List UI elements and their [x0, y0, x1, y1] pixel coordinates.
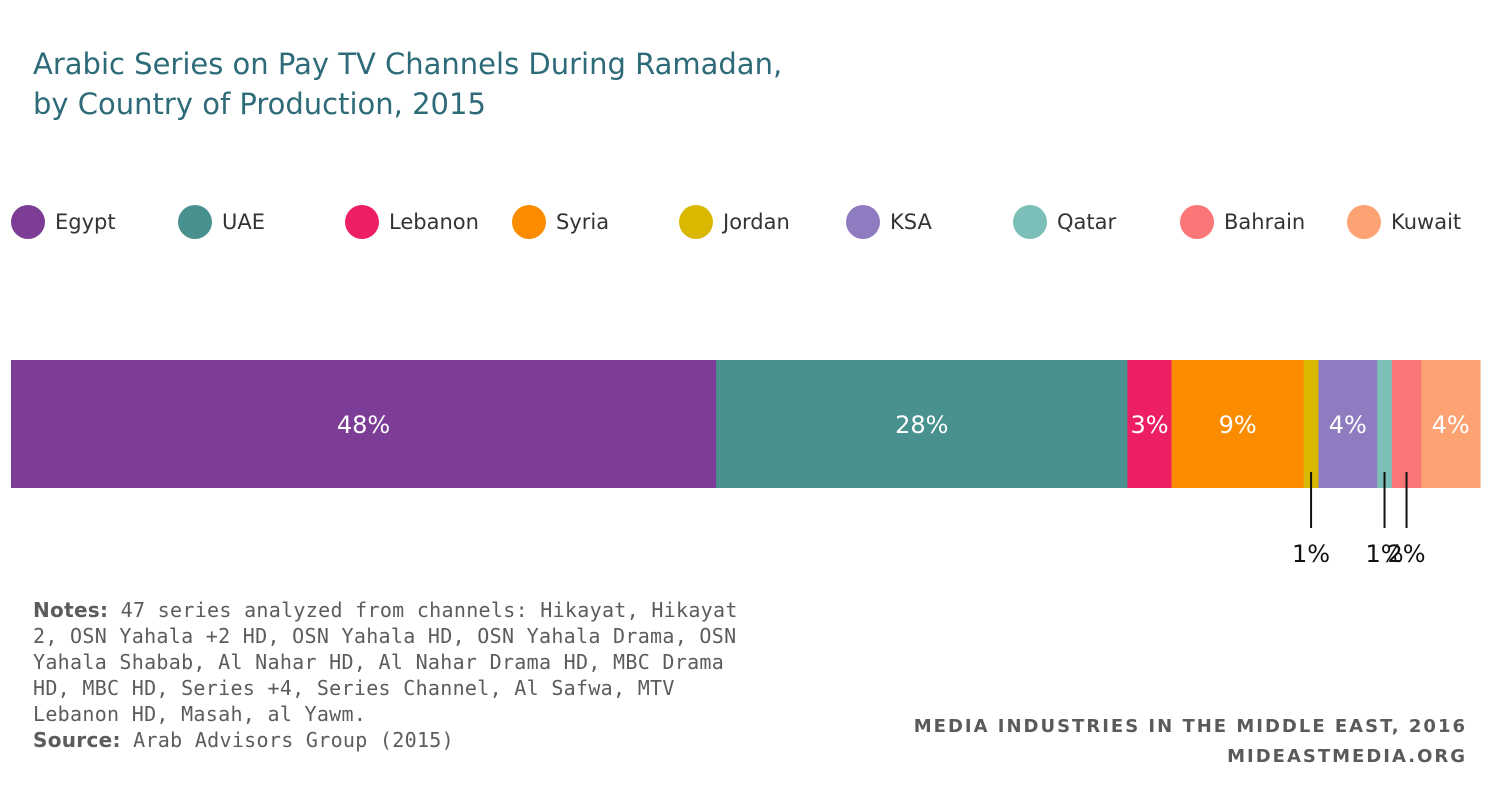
bar-segment-qatar [1377, 360, 1393, 488]
legend-label-kuwait: Kuwait [1391, 210, 1462, 234]
chart-title: Arabic Series on Pay TV Channels During … [33, 44, 933, 124]
bar-segment-egypt [11, 360, 717, 488]
footer-credit: MEDIA INDUSTRIES IN THE MIDDLE EAST, 201… [914, 712, 1467, 772]
legend-item-lebanon: Lebanon [345, 200, 479, 244]
data-label-kuwait: 4% [1432, 411, 1470, 439]
bar-segment-kuwait [1421, 360, 1481, 488]
legend-swatch-egypt [11, 205, 45, 239]
legend-swatch-ksa [846, 205, 880, 239]
data-label-syria: 9% [1219, 411, 1257, 439]
chart-title-line-2: by Country of Production, 2015 [33, 87, 486, 121]
legend-item-jordan: Jordan [679, 200, 790, 244]
data-label-jordan: 1% [1292, 540, 1330, 568]
legend-label-jordan: Jordan [723, 210, 790, 234]
legend-item-egypt: Egypt [11, 200, 116, 244]
legend-item-syria: Syria [512, 200, 609, 244]
source-label: Source: [33, 728, 121, 752]
bar-segment-syria [1171, 360, 1305, 488]
data-label-lebanon: 3% [1130, 411, 1168, 439]
legend-label-ksa: KSA [890, 210, 932, 234]
legend-swatch-qatar [1013, 205, 1047, 239]
legend-label-syria: Syria [556, 210, 610, 234]
legend-swatch-jordan [679, 205, 713, 239]
bar-segment-bahrain [1391, 360, 1422, 488]
notes-text: 47 series analyzed from channels: Hikaya… [33, 598, 738, 726]
legend-label-lebanon: Lebanon [389, 210, 479, 234]
legend-label-bahrain: Bahrain [1224, 210, 1306, 234]
footer-publication: MEDIA INDUSTRIES IN THE MIDDLE EAST, 201… [913, 716, 1467, 737]
data-label-egypt: 48% [337, 411, 390, 439]
bar-segment-lebanon [1127, 360, 1173, 488]
legend-item-qatar: Qatar [1013, 200, 1116, 244]
data-label-ksa: 4% [1329, 411, 1367, 439]
stacked-bar-chart: 48% 28% 3% 9%1%4%1%2%4% [11, 360, 1481, 568]
notes-block: Notes: 47 series analyzed from channels:… [33, 597, 753, 753]
legend-item-kuwait: Kuwait [1347, 200, 1461, 244]
legend-swatch-lebanon [345, 205, 379, 239]
source-text: Arab Advisors Group (2015) [133, 728, 454, 752]
bar-segment-jordan [1303, 360, 1319, 488]
data-label-uae: 28% [895, 411, 948, 439]
legend-swatch-uae [178, 205, 212, 239]
data-label-qatar: 1% [1365, 540, 1403, 568]
legend-label-egypt: Egypt [55, 210, 116, 234]
legend-item-bahrain: Bahrain [1180, 200, 1305, 244]
bar-segment-ksa [1318, 360, 1378, 488]
chart-title-line-1: Arabic Series on Pay TV Channels During … [33, 47, 783, 81]
data-label-bahrain: 2% [1388, 540, 1426, 568]
legend-item-ksa: KSA [846, 200, 932, 244]
legend-label-uae: UAE [222, 210, 266, 234]
notes-label: Notes: [33, 598, 109, 622]
legend-swatch-syria [512, 205, 546, 239]
legend-swatch-bahrain [1180, 205, 1214, 239]
legend-label-qatar: Qatar [1057, 210, 1117, 234]
legend-swatch-kuwait [1347, 205, 1381, 239]
footer-website: MIDEASTMEDIA.ORG [1227, 746, 1467, 767]
chart-legend: Egypt UAE Lebanon Syria Jordan KSA Qatar Bahrai… [0, 200, 1500, 244]
legend-item-uae: UAE [178, 200, 265, 244]
bar-segment-uae [716, 360, 1128, 488]
